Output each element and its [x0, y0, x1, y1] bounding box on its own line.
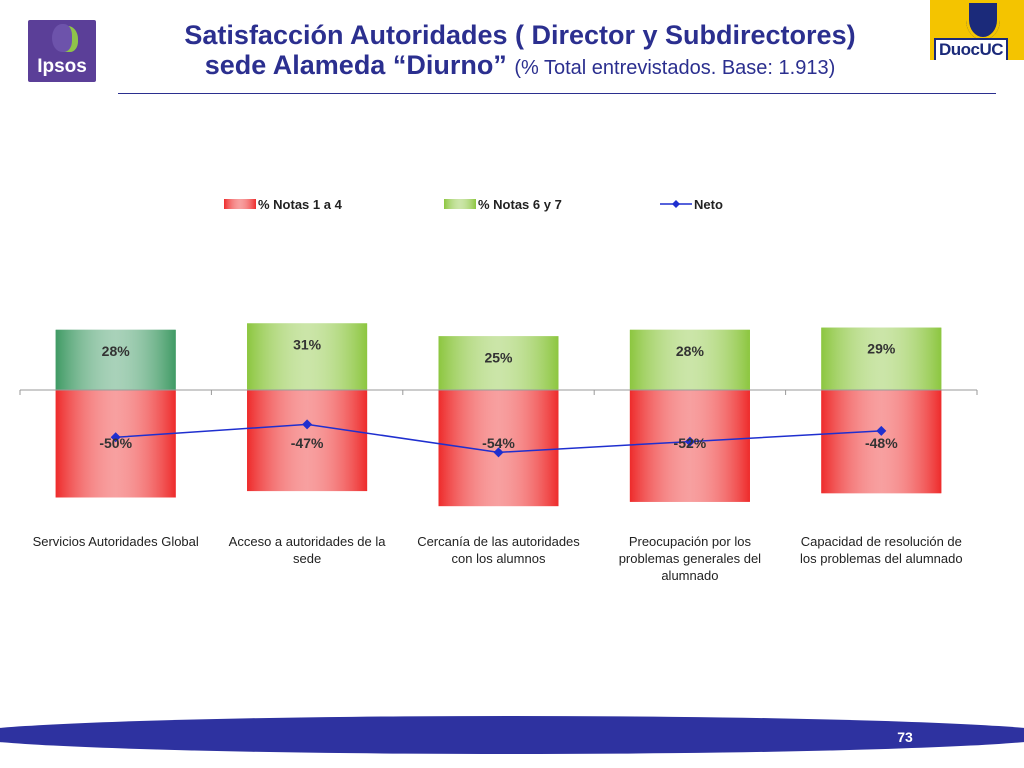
bar-notas-6-7: [247, 323, 368, 390]
bar-notas-1-4: [247, 390, 368, 492]
ipsos-logo: Ipsos: [28, 20, 96, 82]
data-label-notas-6-7: 25%: [484, 349, 513, 365]
title-line-2: sede Alameda “Diurno” (% Total entrevist…: [110, 50, 930, 83]
title-divider: [118, 93, 996, 94]
data-label-notas-6-7: 28%: [676, 343, 705, 359]
bar-notas-1-4: [821, 390, 942, 494]
bar-notas-6-7: [438, 336, 559, 390]
data-label-notas-1-4: -52%: [674, 435, 707, 451]
chart-bars: [55, 323, 942, 507]
title-line-1: Satisfacción Autoridades ( Director y Su…: [184, 20, 856, 50]
neto-point: [876, 425, 887, 436]
legend-label: % Notas 1 a 4: [258, 197, 343, 212]
bar-notas-1-4: [55, 390, 176, 498]
data-label-notas-1-4: -47%: [291, 435, 324, 451]
ipsos-face-shape: [52, 24, 72, 52]
footer-band: [0, 716, 1024, 754]
neto-point: [493, 447, 504, 458]
page-number: 73: [897, 729, 913, 745]
ipsos-logo-text: Ipsos: [37, 56, 87, 77]
duoc-logo-text: DuocUC: [934, 38, 1009, 60]
data-label-notas-6-7: 29%: [867, 341, 896, 357]
legend-item-notas-6-7: % Notas 6 y 7: [444, 197, 562, 212]
legend-item-notas-1-4: % Notas 1 a 4: [224, 197, 343, 212]
bar-notas-6-7: [55, 329, 176, 390]
bar-notas-6-7: [629, 329, 750, 390]
satisfaction-chart: % Notas 1 a 4 % Notas 6 y 7 Neto 28% -50% 31…: [19, 197, 978, 507]
neto-point: [302, 419, 313, 430]
data-label-notas-1-4: -50%: [99, 435, 132, 451]
data-label-notas-6-7: 31%: [293, 336, 322, 352]
neto-point: [110, 432, 121, 443]
category-label: Preocupación por los problemas generales…: [618, 534, 762, 583]
category-label: Servicios Autoridades Global: [32, 534, 199, 549]
chart-data-labels: 28% -50% 31% -47% 25% -54% 28% -52% 29% -48%: [99, 336, 898, 451]
legend-item-neto: Neto: [660, 197, 723, 212]
page-title: Satisfacción Autoridades ( Director y Su…: [110, 20, 930, 83]
legend-label: Neto: [694, 197, 723, 212]
legend-label: % Notas 6 y 7: [478, 197, 562, 212]
neto-line-series: [110, 419, 887, 458]
chart-axis: [19, 389, 978, 395]
category-label: Cercanía de las autoridades con los alum…: [417, 534, 580, 566]
bar-notas-6-7: [821, 327, 942, 390]
duoc-crest-icon: [966, 0, 1000, 40]
title-line-2-main: sede Alameda “Diurno”: [204, 50, 507, 80]
duoc-logo: DuocUC: [930, 0, 1024, 60]
data-label-notas-1-4: -54%: [482, 435, 515, 451]
base-note: (% Total entrevistados. Base: 1.913): [514, 57, 836, 79]
data-label-notas-1-4: -48%: [865, 435, 898, 451]
category-label: Capacidad de resolución de los problemas…: [799, 534, 963, 566]
neto-point: [684, 436, 695, 447]
chart-legend: % Notas 1 a 4 % Notas 6 y 7 Neto: [224, 197, 723, 212]
data-label-notas-6-7: 28%: [102, 343, 131, 359]
category-label: Acceso a autoridades de la sede: [228, 534, 386, 566]
